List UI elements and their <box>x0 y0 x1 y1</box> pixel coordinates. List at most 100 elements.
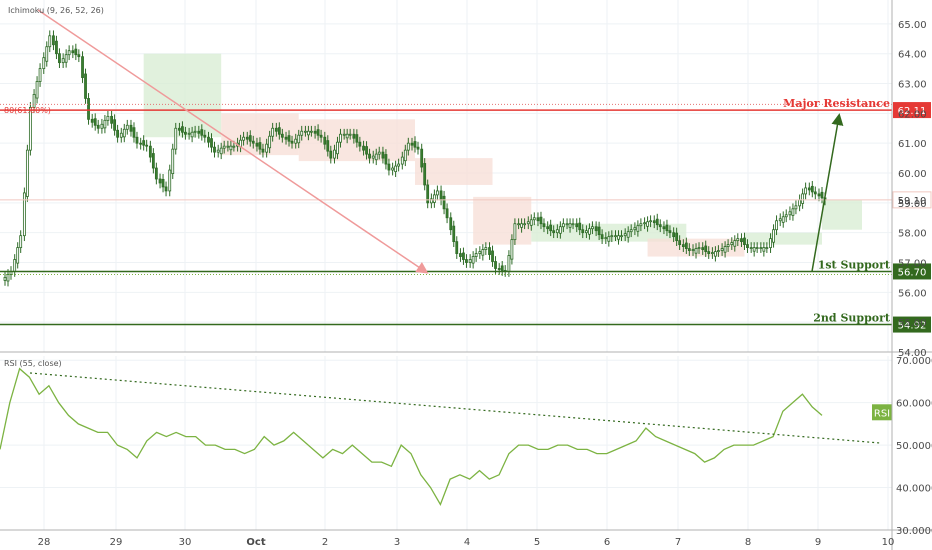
candle <box>25 149 29 197</box>
candle <box>226 145 230 148</box>
candlestick-series <box>3 30 827 287</box>
level-label: 1st Support <box>818 258 891 271</box>
candle <box>655 218 659 226</box>
candle <box>546 226 550 230</box>
level-badge-value: 54.92 <box>898 321 927 332</box>
ichimoku-indicator-label[interactable]: Ichimoku (9, 26, 52, 26) <box>8 6 104 15</box>
y-tick-label: 64.00 <box>898 50 927 61</box>
candle <box>597 226 601 236</box>
candle <box>6 274 10 282</box>
candle <box>607 236 611 242</box>
current-price-value: 59.10 <box>898 196 927 207</box>
cloud-region <box>822 199 862 230</box>
candle <box>339 133 342 143</box>
candle <box>84 73 87 99</box>
level-badge-value: 56.70 <box>898 267 927 278</box>
candle <box>649 220 652 223</box>
candle <box>210 138 213 148</box>
candle <box>668 230 672 234</box>
candle <box>730 242 734 246</box>
candle <box>720 248 724 251</box>
candle <box>681 244 685 247</box>
rsi-y-tick-label: 60.0000 <box>896 399 932 410</box>
candle <box>274 127 278 132</box>
y-tick-label: 63.00 <box>898 80 927 91</box>
candle <box>381 151 385 159</box>
candle <box>523 223 526 226</box>
candle <box>110 115 113 124</box>
support-resistance-levels: 59.10 Major Resistance 62.11 1st Support 56.… <box>0 97 932 333</box>
candle <box>58 53 61 64</box>
rsi-badge <box>872 404 892 421</box>
candle <box>313 130 317 134</box>
candle <box>733 240 737 247</box>
candle <box>387 163 391 171</box>
candle <box>694 248 698 254</box>
candle <box>555 229 559 234</box>
candle <box>558 226 562 234</box>
candle <box>333 149 336 159</box>
candle <box>481 249 485 256</box>
candle <box>714 251 717 257</box>
candle <box>203 134 207 138</box>
candle <box>362 145 365 151</box>
candle <box>168 169 172 192</box>
rsi-indicator-label[interactable]: RSI (55, close) <box>4 359 62 368</box>
candle <box>365 146 368 155</box>
candle <box>222 145 226 149</box>
level-label: 2nd Support <box>813 312 891 325</box>
downtrend-arrow <box>37 9 429 274</box>
candle <box>232 145 236 148</box>
candle <box>788 211 792 216</box>
candle <box>319 134 323 138</box>
candle <box>561 223 565 228</box>
rsi-line <box>0 367 823 507</box>
candle <box>678 240 682 246</box>
candle <box>794 205 798 210</box>
candle <box>494 261 497 269</box>
candle <box>755 247 759 249</box>
candle <box>290 140 294 144</box>
candle <box>801 193 805 204</box>
candle <box>154 167 158 180</box>
candle <box>772 229 775 243</box>
candle <box>374 153 378 161</box>
candle <box>358 141 362 147</box>
candle <box>355 134 359 143</box>
candle <box>96 124 100 129</box>
candle <box>307 130 310 136</box>
candle <box>423 163 427 186</box>
candle <box>90 118 94 123</box>
candle <box>142 140 146 146</box>
y-tick-label: 61.00 <box>898 139 927 150</box>
x-tick-label: 29 <box>110 537 123 548</box>
y-tick-label: 55.00 <box>898 318 927 329</box>
candle <box>798 199 802 207</box>
candle <box>662 226 666 230</box>
candle <box>129 124 133 132</box>
candle <box>781 216 785 223</box>
rsi-trendline <box>29 372 881 444</box>
candle <box>242 136 245 141</box>
candle <box>416 146 420 150</box>
candle <box>207 136 210 143</box>
candle <box>377 151 381 155</box>
candle <box>216 149 220 153</box>
candle <box>329 150 333 159</box>
candle <box>13 259 17 272</box>
candle <box>255 142 259 147</box>
current-price-badge <box>892 191 932 209</box>
candle <box>261 148 265 153</box>
candle <box>245 136 249 140</box>
candle <box>310 130 313 133</box>
candle <box>258 142 262 150</box>
rsi-y-tick-label: 70.0000 <box>896 356 932 367</box>
candle <box>74 48 78 56</box>
candle <box>139 142 143 145</box>
cloud-region <box>744 232 822 245</box>
candle <box>791 208 795 216</box>
candle <box>265 143 269 153</box>
candle <box>600 234 604 240</box>
candle <box>19 235 23 248</box>
